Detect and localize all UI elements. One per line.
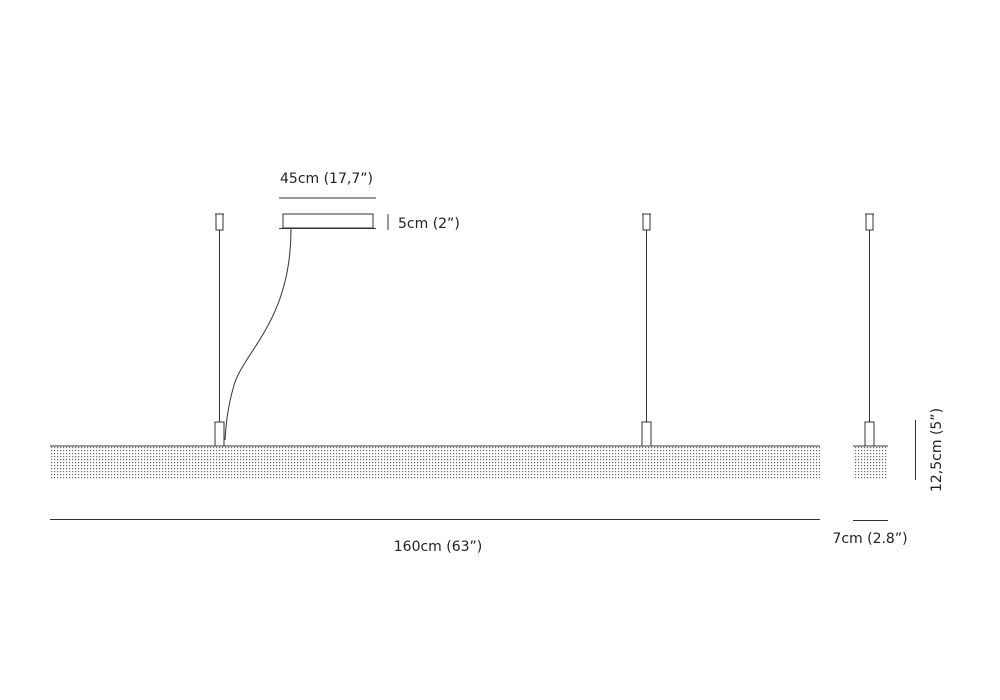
suspension-2 (641, 213, 652, 447)
suspension-side (864, 213, 875, 447)
height-label: 12,5cm (5”) (929, 408, 945, 492)
ceiling-canopy (282, 213, 374, 229)
depth-label: 7cm (2.8”) (832, 531, 907, 547)
length-label: 160cm (63”) (394, 539, 483, 555)
power-cable (224, 228, 292, 441)
canopy-width-label: 45cm (17,7”) (280, 171, 373, 187)
canopy-height-label: 5cm (2”) (398, 216, 460, 232)
lamp-body-front (50, 446, 820, 479)
suspension-1 (214, 213, 225, 447)
lamp-body-side (853, 446, 888, 479)
